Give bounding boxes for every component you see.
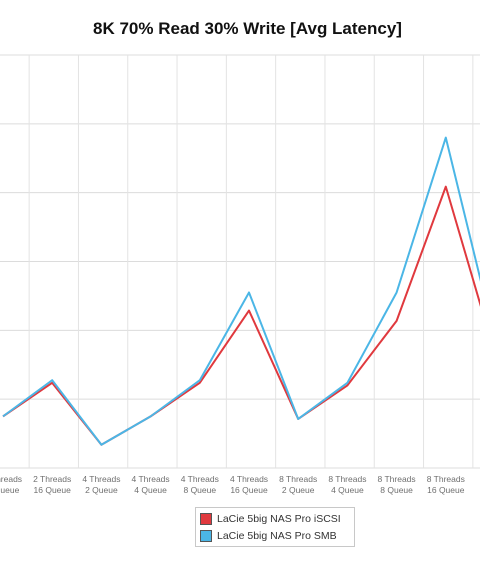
x-tick-label: 4 Threads: [82, 474, 120, 484]
x-tick-label: 2 Queue: [282, 485, 315, 495]
x-tick-label: 8 Queue: [380, 485, 413, 495]
x-tick-label: 4 Queue: [134, 485, 167, 495]
legend-label-smb: LaCie 5big NAS Pro SMB: [217, 530, 337, 542]
x-tick-label: 8 Threads: [378, 474, 416, 484]
series-line-0: [2, 185, 480, 446]
chart-title: 8K 70% Read 30% Write [Avg Latency]: [93, 19, 402, 38]
x-tick-label: 16 Queue: [230, 485, 268, 495]
legend-item-smb: LaCie 5big NAS Pro SMB: [200, 528, 337, 544]
x-tick-label: 4 Threads: [132, 474, 170, 484]
x-tick-label: 4 Threads: [230, 474, 268, 484]
legend-label-iscsi: LaCie 5big NAS Pro iSCSI: [217, 513, 341, 525]
x-tick-label: 8 Queue: [183, 485, 216, 495]
x-tick-label: 2 Threads: [0, 474, 22, 484]
x-tick-label: 8 Queue: [0, 485, 20, 495]
legend-item-iscsi: LaCie 5big NAS Pro iSCSI: [200, 511, 341, 527]
series-line-1: [2, 136, 480, 446]
x-tick-label: 8 Threads: [279, 474, 317, 484]
legend-swatch-smb: [200, 530, 212, 542]
legend: LaCie 5big NAS Pro iSCSI LaCie 5big NAS …: [195, 507, 355, 547]
x-tick-label: 8 Threads: [328, 474, 366, 484]
series-lines: [2, 136, 480, 446]
x-tick-label: 4 Queue: [331, 485, 364, 495]
x-tick-label: 16 Queue: [427, 485, 465, 495]
x-tick-label: 8 Threads: [427, 474, 465, 484]
x-tick-label: 16 Queue: [34, 485, 72, 495]
x-tick-label: 2 Threads: [33, 474, 71, 484]
x-tick-label: 4 Threads: [181, 474, 219, 484]
x-tick-label: 2 Queue: [85, 485, 118, 495]
legend-swatch-iscsi: [200, 513, 212, 525]
